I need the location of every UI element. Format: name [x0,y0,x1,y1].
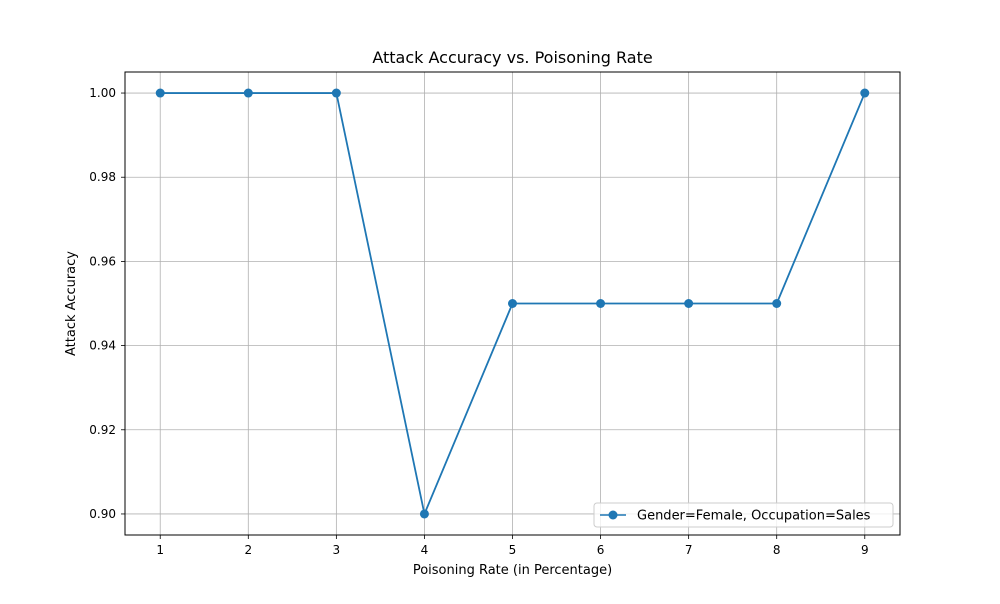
y-tick-label: 0.90 [89,507,116,521]
legend-box [593,502,894,528]
x-tick-label: 2 [244,543,252,557]
y-tick-label: 1.00 [89,86,116,100]
x-tick-label: 8 [773,543,781,557]
data-point [684,299,694,308]
data-point [596,299,606,308]
data-point [860,88,870,98]
x-axis-label: Poisoning Rate (in Percentage) [413,563,612,578]
y-tick-label: 0.98 [89,170,116,184]
data-point [155,88,165,98]
x-tick-label: 3 [333,543,341,557]
data-point [243,88,253,98]
x-tick-label: 7 [685,543,693,557]
series [155,88,870,519]
data-point [772,299,782,308]
x-tick-label: 6 [597,543,605,557]
y-tick-label: 0.94 [89,339,116,353]
x-tick-label: 5 [509,543,517,557]
chart-title: Attack Accuracy vs. Poisoning Rate [372,48,652,67]
legend-series-marker [608,510,618,520]
data-point [508,299,517,308]
x-tick-label: 9 [861,543,869,557]
data-point [419,509,429,519]
plot-frame [124,71,901,536]
y-tick-label: 0.92 [89,423,116,437]
x-tick-label: 1 [156,543,164,557]
legend-series-label: Gender=Female, Occupation=Sales [637,509,871,524]
x-tick-label: 4 [421,543,429,557]
axis-ticks: 1 2 3 4 5 6 7 8 9 0.90 0.92 0.94 0.96 0.98 1.00 [89,86,868,557]
y-tick-label: 0.96 [89,254,116,268]
data-point [331,88,341,98]
legend: Gender=Female, Occupation=Sales [593,502,894,528]
y-axis-label: Attack Accuracy [64,251,79,356]
